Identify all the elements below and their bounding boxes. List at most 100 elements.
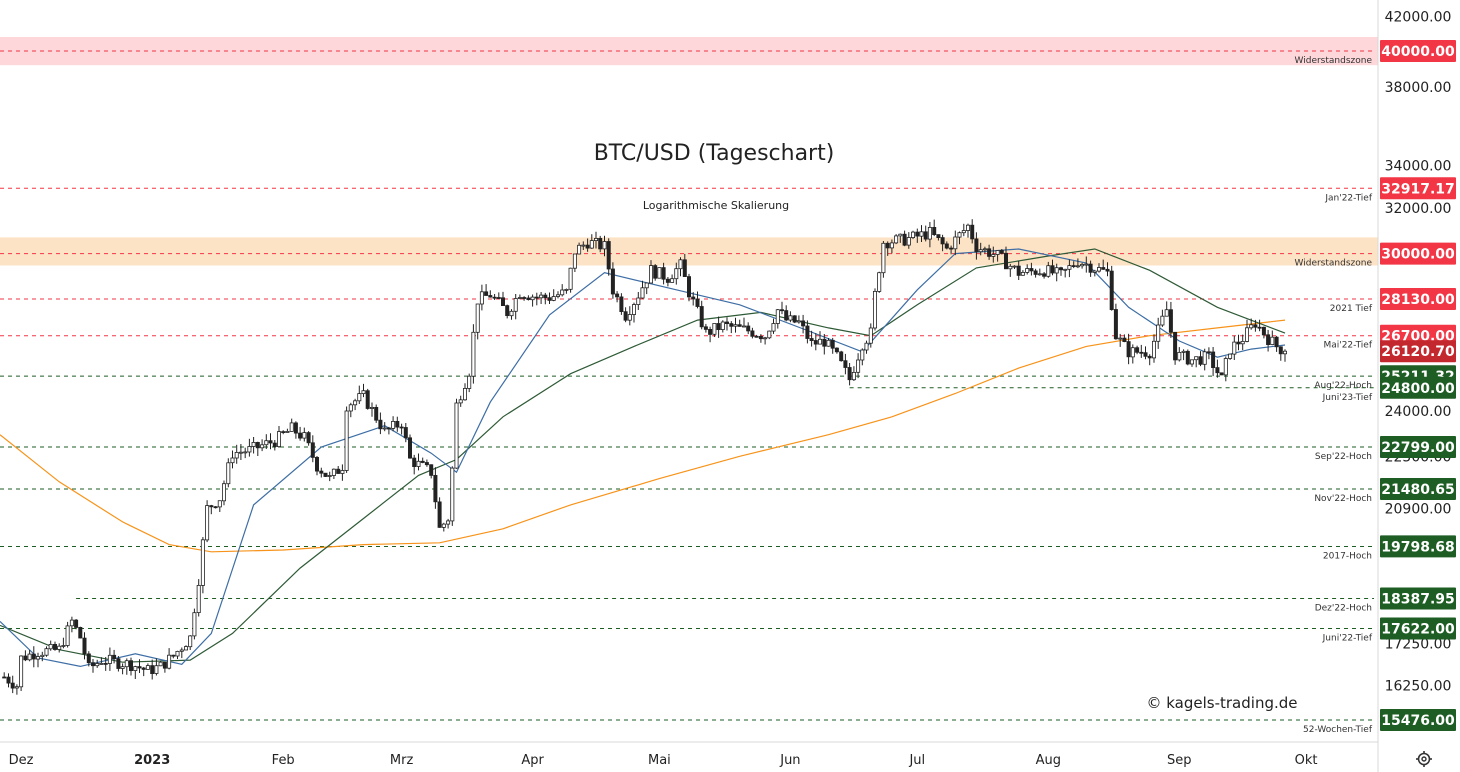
candle-body [1130, 347, 1135, 358]
candle-body [949, 247, 954, 250]
candle-body [763, 337, 768, 340]
candle-body [1232, 341, 1237, 355]
candle-128 [543, 292, 548, 305]
candle-195 [826, 338, 831, 347]
candle-199 [843, 353, 848, 375]
settings-gear-icon[interactable] [1416, 751, 1432, 767]
candle-120 [509, 309, 514, 320]
x-tick-label-7: Jul [908, 753, 925, 768]
candle-230 [974, 232, 979, 260]
candle-287 [1215, 359, 1220, 378]
candle-52 [221, 480, 226, 506]
candle-224 [949, 245, 954, 255]
candle-43 [183, 645, 188, 651]
candle-226 [957, 231, 962, 245]
current-price-badge-bg [1380, 340, 1456, 363]
level-price-badge-9-text: 19798.68 [1381, 539, 1455, 555]
candle-50 [213, 506, 218, 509]
candle-14 [61, 637, 66, 649]
candle-body [209, 505, 214, 508]
candle-60 [255, 441, 260, 456]
level-price-badge-1-text: 32917.17 [1381, 181, 1455, 197]
candle-body [987, 248, 992, 257]
candle-23 [99, 657, 104, 665]
candle-153 [649, 260, 654, 284]
candle-134 [568, 267, 573, 293]
x-tick-label-2: Feb [272, 753, 295, 768]
candle-40 [171, 654, 176, 659]
candle-body [298, 432, 303, 439]
candle-51 [217, 500, 222, 512]
candle-body [57, 645, 62, 650]
candle-28 [120, 663, 125, 675]
candle-145 [615, 291, 620, 303]
candle-body [1194, 356, 1199, 361]
candle-228 [966, 223, 971, 238]
level-price-badge-6-text: 24800.00 [1381, 381, 1455, 397]
candle-body [818, 338, 823, 345]
candle-body [1135, 347, 1140, 353]
candle-34 [145, 663, 150, 670]
candle-97 [412, 454, 417, 475]
level-price-badge-7-text: 22799.00 [1381, 440, 1455, 456]
candle-body [424, 462, 429, 466]
candle-body [243, 451, 248, 454]
candle-175 [742, 317, 747, 328]
level-label-3: 2021 Tief [1330, 304, 1373, 314]
candle-167 [708, 326, 713, 343]
candle-body [188, 635, 193, 648]
candle-body [767, 330, 772, 339]
candle-body [1168, 309, 1173, 333]
time-axis[interactable]: Dez 2023 Feb Mrz Apr Mai Jun Jul Aug Sep Okt [0, 741, 1378, 768]
candle-298 [1261, 326, 1266, 339]
candle-body [560, 289, 565, 296]
candle-body [1215, 367, 1220, 374]
candle-body [1236, 341, 1241, 345]
level-price-badge-7: 22799.00 [1380, 436, 1456, 458]
candle-301 [1274, 335, 1279, 352]
level-label-5: Aug'22-Hoch [1314, 381, 1372, 391]
candle-64 [272, 440, 277, 451]
level-price-badge-12-text: 15476.00 [1381, 713, 1455, 729]
candle-39 [167, 648, 172, 670]
candle-201 [851, 366, 856, 381]
candle-27 [116, 656, 121, 672]
candle-209 [885, 241, 890, 256]
candle-body [348, 404, 353, 412]
candle-body [627, 314, 632, 321]
candle-body [1147, 355, 1152, 359]
candle-body [889, 242, 894, 249]
candle-148 [627, 306, 632, 326]
candle-285 [1206, 347, 1211, 360]
candle-body [1042, 273, 1047, 277]
candle-body [112, 654, 117, 660]
levels-layer: Widerstandszone Jan'22-Tief Widerstandszon… [0, 50, 1374, 735]
price-axis[interactable]: 42000.00 38000.00 34000.00 32000.00 24000.00… [1377, 0, 1456, 772]
candle-22 [95, 659, 100, 668]
candle-body [167, 654, 172, 669]
candle-body [1160, 315, 1165, 326]
level-price-badge-12: 15476.00 [1380, 709, 1456, 731]
candle-185 [784, 305, 789, 322]
candle-280 [1185, 349, 1190, 366]
candle-174 [737, 319, 742, 327]
candle-197 [834, 347, 839, 354]
candle-body [213, 506, 218, 509]
candle-body [657, 267, 662, 279]
candle-263 [1113, 303, 1118, 340]
candle-38 [162, 661, 167, 673]
candle-body [834, 347, 839, 353]
x-tick-label-9: Sep [1167, 753, 1192, 768]
level-price-badge-8: 21480.65 [1380, 478, 1456, 500]
candle-245 [1037, 268, 1042, 276]
candle-body [1050, 265, 1055, 274]
candle-76 [323, 472, 328, 477]
candle-141 [598, 235, 603, 253]
candle-82 [348, 402, 353, 418]
x-tick-label-6: Jun [779, 753, 800, 768]
x-tick-label-4: Apr [521, 753, 544, 768]
candle-body [179, 649, 184, 652]
candle-259 [1097, 263, 1102, 273]
candle-158 [670, 274, 675, 283]
